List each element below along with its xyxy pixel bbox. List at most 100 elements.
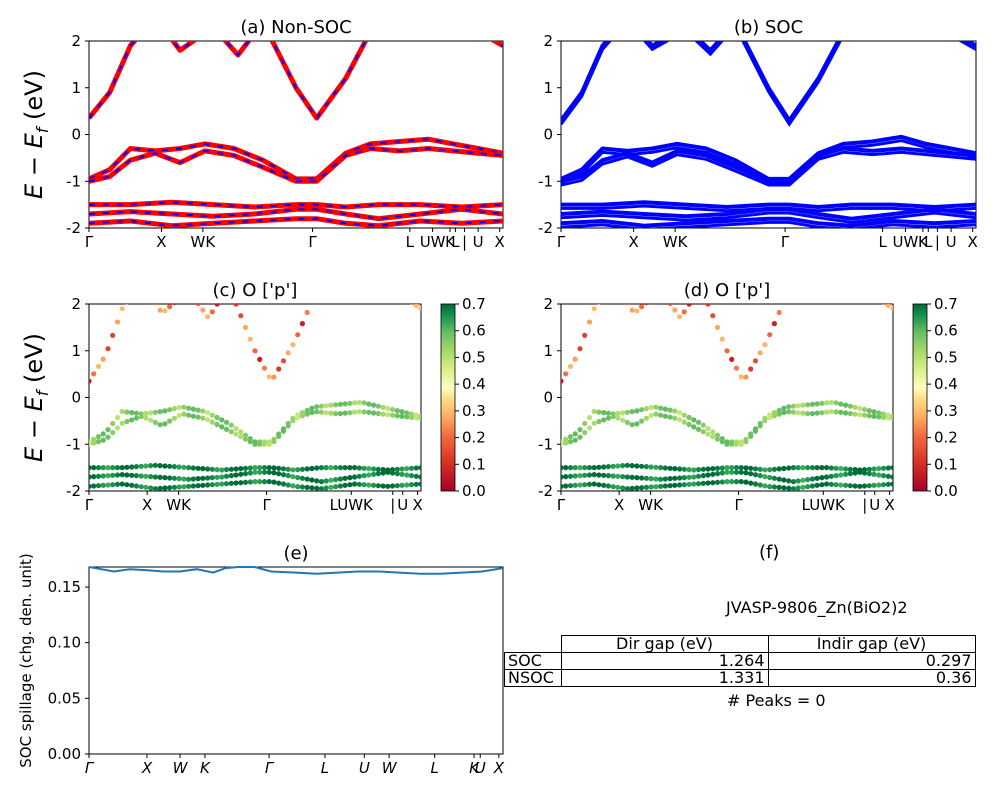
projection-point bbox=[138, 484, 144, 490]
projection-point bbox=[171, 464, 177, 470]
projection-point bbox=[219, 424, 225, 430]
projection-point bbox=[223, 481, 230, 487]
projection-point bbox=[114, 481, 121, 487]
projection-point bbox=[800, 286, 805, 291]
projection-point bbox=[228, 466, 234, 472]
projection-point bbox=[186, 287, 191, 292]
projection-point bbox=[309, 485, 315, 491]
projection-point bbox=[271, 479, 277, 485]
projection-point bbox=[596, 472, 602, 478]
x-tick-label: X bbox=[614, 496, 624, 514]
projection-point bbox=[242, 471, 249, 477]
projection-point bbox=[795, 478, 801, 484]
projection-point bbox=[586, 465, 593, 471]
projection-point bbox=[129, 410, 135, 416]
projection-point bbox=[601, 464, 607, 470]
projection-point bbox=[719, 336, 725, 342]
projection-point bbox=[843, 402, 849, 408]
band-dash-vb3 bbox=[89, 201, 503, 209]
projection-point bbox=[167, 407, 173, 413]
projection-point bbox=[238, 429, 244, 435]
projection-point bbox=[805, 402, 811, 408]
projection-point bbox=[662, 413, 668, 419]
projection-point bbox=[314, 409, 320, 415]
projection-point bbox=[219, 481, 225, 487]
projection-point bbox=[620, 292, 625, 297]
projection-point bbox=[139, 279, 144, 284]
projection-point bbox=[876, 482, 882, 488]
projection-point bbox=[394, 471, 400, 477]
projection-point bbox=[89, 441, 92, 447]
projection-point bbox=[214, 481, 220, 487]
plot-frame bbox=[560, 40, 977, 229]
projection-point bbox=[342, 401, 348, 407]
y-tick-label: 0.15 bbox=[48, 578, 81, 596]
projection-point bbox=[152, 409, 158, 415]
projection-point bbox=[366, 285, 371, 290]
colorbar-tick-label: 0.0 bbox=[462, 482, 486, 500]
x-tick-label: WK bbox=[166, 496, 192, 514]
projection-point bbox=[233, 431, 239, 437]
projection-point bbox=[601, 472, 607, 478]
projection-point bbox=[124, 472, 130, 478]
projection-point bbox=[563, 483, 569, 489]
projection-point bbox=[672, 475, 678, 481]
projection-point bbox=[700, 473, 706, 479]
projection-point bbox=[153, 304, 158, 305]
projection-point bbox=[356, 473, 362, 479]
projection-point bbox=[119, 306, 125, 312]
projection-point bbox=[276, 480, 282, 486]
projection-point bbox=[352, 465, 358, 471]
projection-point bbox=[389, 406, 396, 413]
projection-point bbox=[129, 417, 135, 423]
projection-point bbox=[852, 470, 858, 476]
projection-point bbox=[413, 465, 419, 471]
panel-f-title: (f) bbox=[759, 542, 780, 563]
projection-point bbox=[605, 473, 612, 479]
projection-point bbox=[143, 463, 149, 469]
x-tick-label: X bbox=[628, 233, 638, 251]
projection-point bbox=[347, 400, 353, 406]
x-tick-label: | bbox=[390, 496, 395, 514]
projection-point bbox=[563, 440, 569, 446]
projection-point bbox=[219, 417, 225, 423]
projection-point bbox=[413, 415, 419, 421]
projection-point bbox=[219, 474, 225, 480]
projection-point bbox=[299, 321, 305, 327]
projection-point bbox=[686, 421, 692, 428]
projection-point bbox=[567, 439, 574, 445]
projection-point bbox=[843, 482, 849, 488]
projection-point bbox=[266, 374, 272, 380]
projection-point bbox=[167, 485, 173, 491]
projection-point bbox=[171, 406, 177, 412]
projection-point bbox=[366, 409, 372, 415]
projection-point bbox=[323, 410, 329, 416]
projection-point bbox=[790, 403, 797, 409]
projection-point bbox=[582, 332, 588, 338]
projection-point bbox=[190, 465, 196, 471]
projection-point bbox=[233, 466, 239, 472]
projection-point bbox=[752, 481, 759, 487]
projection-point bbox=[181, 404, 187, 410]
projection-point bbox=[295, 484, 301, 490]
projection-point bbox=[238, 434, 244, 440]
projection-point bbox=[357, 283, 362, 288]
projection-point bbox=[162, 475, 168, 481]
projection-point bbox=[247, 470, 253, 476]
projection-point bbox=[223, 467, 230, 473]
projection-point bbox=[819, 475, 825, 481]
projection-point bbox=[743, 465, 749, 471]
y-tick-label: 0 bbox=[71, 389, 81, 407]
projection-point bbox=[314, 478, 320, 484]
projection-point bbox=[134, 286, 139, 291]
projection-point bbox=[724, 348, 730, 354]
projection-point bbox=[100, 465, 106, 471]
projection-point bbox=[738, 374, 744, 380]
colorbar-tick-label: 0.5 bbox=[934, 348, 958, 366]
projection-point bbox=[800, 465, 806, 471]
projection-point bbox=[786, 465, 792, 471]
soc-dir-gap: 1.264 bbox=[560, 652, 769, 670]
projection-point bbox=[611, 279, 616, 284]
